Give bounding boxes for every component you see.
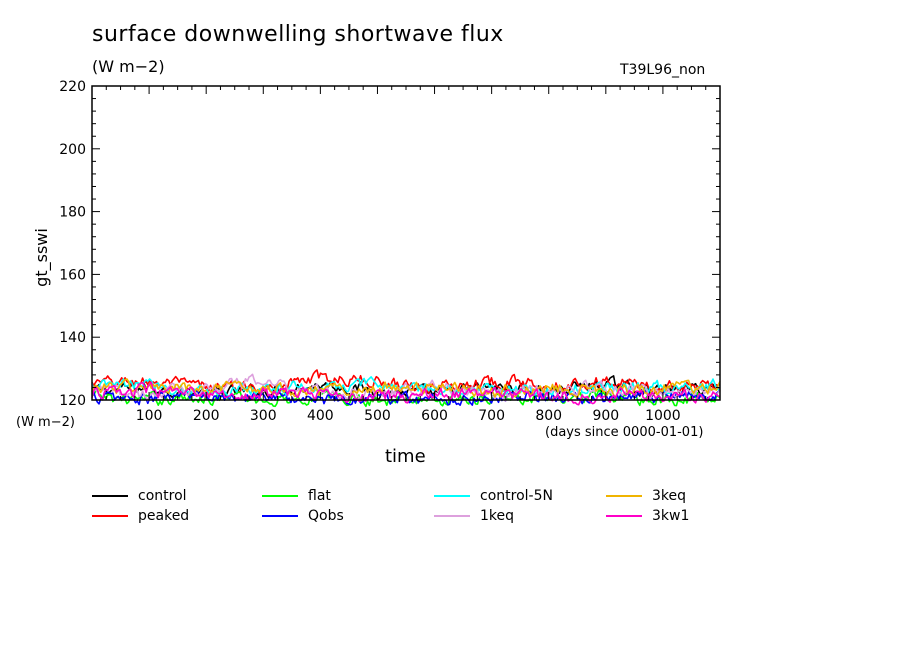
x-axis-label: time — [385, 446, 426, 467]
chart-units: (W m−2) — [92, 57, 165, 76]
legend-item: 3keq — [606, 486, 686, 506]
legend-item: control-5N — [434, 486, 553, 506]
x-tick-label: 500 — [364, 408, 391, 424]
series-layer — [91, 369, 721, 408]
y-tick-label: 200 — [59, 142, 86, 158]
y-tick-label: 120 — [59, 393, 86, 409]
legend-item: 3kw1 — [606, 506, 689, 526]
y-tick-label: 180 — [59, 205, 86, 221]
x-axis-unit: (days since 0000-01-01) — [545, 425, 704, 440]
legend-label: control-5N — [480, 488, 553, 504]
x-tick-label: 700 — [478, 408, 505, 424]
tick-layer: 120 140 160 180 200 220 100 200 300 400 500 600 700 8… — [59, 79, 721, 424]
legend-item: Qobs — [262, 506, 344, 526]
x-tick-label: 1000 — [645, 408, 681, 424]
legend-swatch — [92, 495, 128, 497]
y-tick-label: 140 — [59, 330, 86, 346]
x-tick-label: 200 — [193, 408, 220, 424]
legend-label: control — [138, 488, 187, 504]
x-tick-label: 800 — [535, 408, 562, 424]
y-axis-unit: (W m−2) — [16, 415, 75, 430]
x-tick-label: 900 — [592, 408, 619, 424]
x-tick-label: 100 — [136, 408, 163, 424]
legend-label: peaked — [138, 508, 190, 524]
legend-item: peaked — [92, 506, 189, 526]
legend-swatch — [262, 495, 298, 497]
x-tick-label: 300 — [250, 408, 277, 424]
legend-item: 1keq — [434, 506, 514, 526]
series-line-3kw1 — [91, 381, 721, 406]
legend-label: 3keq — [652, 488, 687, 504]
legend-item: control — [92, 486, 187, 506]
legend-label: flat — [308, 488, 331, 504]
legend-item: flat — [262, 486, 331, 506]
legend-swatch — [434, 515, 470, 517]
chart-title: surface downwelling shortwave flux — [92, 22, 504, 47]
x-tick-label: 600 — [421, 408, 448, 424]
legend-swatch — [262, 515, 298, 517]
legend-swatch — [92, 515, 128, 517]
y-tick-label: 160 — [59, 267, 86, 283]
legend-label: 3kw1 — [652, 508, 690, 524]
run-id: T39L96_non — [620, 62, 706, 78]
y-tick-label: 220 — [59, 79, 86, 95]
series-line-1keq — [91, 373, 721, 402]
legend-swatch — [606, 495, 642, 497]
x-tick-label: 400 — [307, 408, 334, 424]
legend-label: 1keq — [480, 508, 515, 524]
plot-frame — [91, 85, 721, 401]
legend-label: Qobs — [308, 508, 344, 524]
legend-swatch — [434, 495, 470, 497]
legend-swatch — [606, 515, 642, 517]
